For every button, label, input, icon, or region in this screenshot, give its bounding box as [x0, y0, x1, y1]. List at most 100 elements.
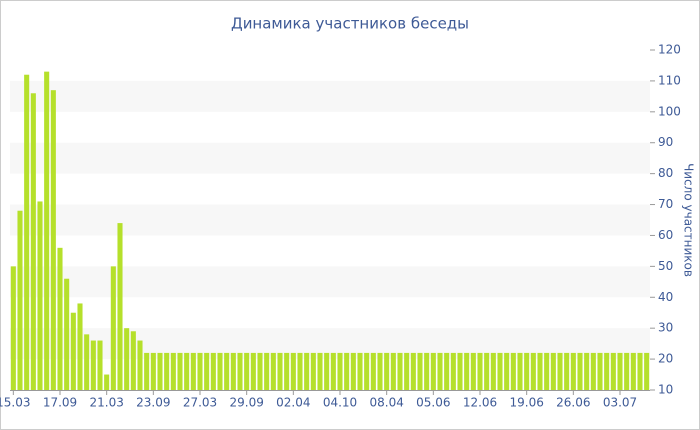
bar — [330, 352, 336, 390]
bar — [130, 331, 136, 390]
y-tick-label: 110 — [658, 73, 681, 87]
bar — [537, 352, 543, 390]
bar — [170, 352, 176, 390]
bar — [410, 352, 416, 390]
x-tick-label: 03.07 — [603, 396, 637, 410]
bar — [264, 352, 270, 390]
y-tick-label: 120 — [658, 43, 681, 57]
bar — [630, 352, 636, 390]
bar — [270, 352, 276, 390]
bar — [317, 352, 323, 390]
bar — [144, 352, 150, 390]
x-tick-label: 08.04 — [369, 396, 403, 410]
bar — [377, 352, 383, 390]
bar — [37, 201, 43, 390]
bar — [137, 340, 143, 390]
bar — [217, 352, 223, 390]
bar — [504, 352, 510, 390]
y-tick-label: 90 — [658, 135, 673, 149]
bar — [370, 352, 376, 390]
bar — [90, 340, 96, 390]
bar — [177, 352, 183, 390]
bar — [310, 352, 316, 390]
x-tick-label: 12.06 — [463, 396, 497, 410]
bar — [210, 352, 216, 390]
y-tick-label: 40 — [658, 290, 673, 304]
bar — [157, 352, 163, 390]
bar — [190, 352, 196, 390]
y-tick-label: 60 — [658, 228, 673, 242]
bar — [450, 352, 456, 390]
bar — [44, 71, 50, 391]
grid-band — [10, 266, 650, 298]
x-tick-label: 15.03 — [0, 396, 31, 410]
grid-band — [10, 204, 650, 236]
bar — [557, 352, 563, 390]
bar — [50, 90, 56, 390]
bar — [417, 352, 423, 390]
bar — [544, 352, 550, 390]
x-tick-label: 19.06 — [509, 396, 543, 410]
y-tick-label: 80 — [658, 166, 673, 180]
bar — [570, 352, 576, 390]
bar — [604, 352, 610, 390]
grid-band — [10, 80, 650, 112]
bar — [244, 352, 250, 390]
x-tick-label: 02.04 — [276, 396, 310, 410]
x-tick-label: 17.09 — [43, 396, 77, 410]
bar — [444, 352, 450, 390]
bar — [484, 352, 490, 390]
bar — [64, 278, 70, 390]
bar — [104, 374, 110, 390]
y-tick-label: 10 — [658, 383, 673, 397]
bar — [437, 352, 443, 390]
bar — [564, 352, 570, 390]
bar — [224, 352, 230, 390]
bar — [610, 352, 616, 390]
x-tick-label: 05.06 — [416, 396, 450, 410]
bar — [344, 352, 350, 390]
bar — [164, 352, 170, 390]
y-tick-label: 30 — [658, 321, 673, 335]
bar — [97, 340, 103, 390]
bar — [257, 352, 263, 390]
bar — [617, 352, 623, 390]
bar — [184, 352, 190, 390]
bar — [204, 352, 210, 390]
bar — [230, 352, 236, 390]
y-tick-label: 70 — [658, 197, 673, 211]
bar — [57, 247, 63, 390]
bar — [30, 93, 36, 390]
bar — [304, 352, 310, 390]
bar — [384, 352, 390, 390]
x-tick-label: 21.03 — [89, 396, 123, 410]
bar — [197, 352, 203, 390]
bar — [397, 352, 403, 390]
x-tick-label: 04.10 — [323, 396, 357, 410]
bar — [490, 352, 496, 390]
bar — [404, 352, 410, 390]
bar — [364, 352, 370, 390]
y-axis-title: Число участников — [682, 163, 696, 277]
bar — [110, 266, 116, 390]
bar — [277, 352, 283, 390]
y-tick-label: 50 — [658, 259, 673, 273]
chart-title: Динамика участников беседы — [231, 15, 469, 33]
y-tick-label: 20 — [658, 352, 673, 366]
bar — [284, 352, 290, 390]
bar — [497, 352, 503, 390]
bar — [290, 352, 296, 390]
grid-band — [10, 142, 650, 174]
bar — [644, 352, 650, 390]
bar — [530, 352, 536, 390]
bar — [550, 352, 556, 390]
bar — [124, 328, 130, 390]
bar — [510, 352, 516, 390]
bar — [84, 334, 90, 390]
x-tick-label: 29.09 — [229, 396, 263, 410]
bar — [324, 352, 330, 390]
bar — [430, 352, 436, 390]
x-tick-label: 27.03 — [183, 396, 217, 410]
y-tick-label: 100 — [658, 104, 681, 118]
